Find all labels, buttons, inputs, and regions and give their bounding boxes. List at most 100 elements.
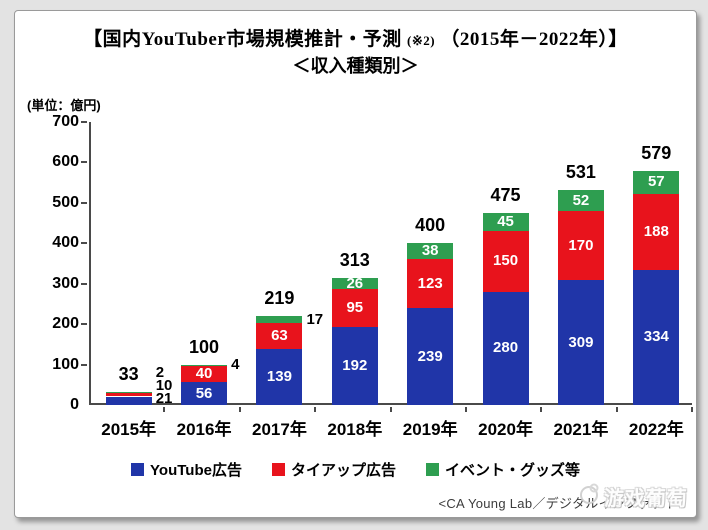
bar-segment bbox=[633, 269, 680, 405]
title-text-years: （2015年－2022年）】 bbox=[440, 29, 628, 50]
legend: YouTube広告 タイアップ広告 イベント・グッズ等 bbox=[15, 459, 696, 480]
x-tick-label: 2021年 bbox=[553, 420, 609, 439]
bar-value-label: 239 bbox=[417, 347, 443, 365]
x-tick-label: 2015年 bbox=[101, 420, 157, 439]
bar-segment bbox=[105, 392, 152, 397]
legend-label: YouTube広告 bbox=[150, 462, 242, 479]
bar-value-label: 139 bbox=[266, 367, 292, 385]
bar-value-label-outside: 4 bbox=[231, 356, 240, 374]
bar-value-label: 40 bbox=[195, 365, 213, 383]
x-tick-mark bbox=[314, 407, 317, 412]
unit-label: (単位：億円) bbox=[27, 98, 101, 113]
title-footnote-marker: (※2) bbox=[407, 33, 436, 48]
y-tick-mark bbox=[81, 363, 87, 366]
y-tick-mark bbox=[81, 121, 87, 123]
bar-segment bbox=[256, 316, 303, 324]
bar-value-label: 52 bbox=[572, 191, 590, 209]
x-tick-mark bbox=[540, 407, 543, 412]
bar-value-label: 56 bbox=[195, 384, 213, 402]
bar-segment bbox=[633, 193, 680, 270]
bar-value-label: 26 bbox=[346, 274, 364, 292]
bar-value-label-outside: 17 bbox=[306, 310, 324, 328]
y-tick-label: 300 bbox=[52, 274, 79, 292]
bar-segment bbox=[331, 327, 378, 405]
bar-value-label: 63 bbox=[271, 327, 288, 345]
legend-label: タイアップ広告 bbox=[290, 462, 396, 479]
y-tick-label: 0 bbox=[70, 396, 79, 413]
watermark-logo-icon bbox=[576, 481, 602, 512]
bar-value-label: 280 bbox=[493, 339, 519, 357]
bar-segment bbox=[256, 323, 303, 349]
bar-value-label: 45 bbox=[497, 213, 514, 231]
y-tick-label: 700 bbox=[52, 113, 79, 130]
bar-segment bbox=[181, 382, 228, 405]
x-tick-label: 2016年 bbox=[176, 420, 232, 439]
y-tick-label: 500 bbox=[52, 193, 79, 211]
bar-segment bbox=[331, 288, 378, 328]
bar-total-label: 579 bbox=[641, 142, 672, 163]
bar-segment bbox=[557, 211, 604, 281]
legend-swatch bbox=[425, 463, 439, 476]
source-credit: <CA Young Lab／デジタルインファクト bbox=[438, 496, 678, 511]
x-tick-mark bbox=[238, 407, 241, 412]
title-text-main: 【国内YouTuber市場規模推計・予測 bbox=[83, 29, 402, 50]
bar-segment bbox=[407, 243, 454, 259]
bar-value-label: 334 bbox=[643, 328, 669, 346]
x-tick-label: 2020年 bbox=[478, 420, 533, 439]
bar-total-label: 400 bbox=[415, 215, 446, 236]
bar-value-label: 150 bbox=[493, 252, 519, 270]
bar-value-label: 123 bbox=[417, 274, 443, 292]
chart-panel: 【国内YouTuber市場規模推計・予測 (※2) （2015年－2022年）】… bbox=[14, 10, 697, 518]
watermark: 游戏葡萄 bbox=[576, 481, 688, 512]
x-tick-mark bbox=[163, 407, 166, 412]
legend-item: YouTube広告 bbox=[131, 459, 242, 480]
x-tick-mark bbox=[691, 407, 693, 412]
bar-value-label: 170 bbox=[568, 236, 594, 254]
bar-value-label-outside: 2 bbox=[155, 364, 165, 381]
bar-value-label-outside: 21 bbox=[155, 390, 173, 407]
bar-segment bbox=[105, 396, 152, 405]
bar-value-label: 309 bbox=[568, 333, 594, 351]
bar-total-label: 531 bbox=[565, 162, 596, 183]
bar-segment bbox=[256, 348, 303, 405]
chart-title: 【国内YouTuber市場規模推計・予測 (※2) （2015年－2022年）】… bbox=[15, 27, 696, 79]
bar-segment bbox=[557, 190, 604, 212]
y-tick-label: 200 bbox=[52, 315, 79, 333]
x-tick-label: 2017年 bbox=[252, 420, 307, 439]
x-tick-label: 2018年 bbox=[327, 420, 383, 439]
x-tick-mark bbox=[389, 407, 392, 412]
y-tick-label: 400 bbox=[52, 234, 79, 252]
bar-segment bbox=[482, 291, 529, 405]
y-tick-label: 600 bbox=[52, 153, 79, 171]
bar-total-label: 313 bbox=[339, 250, 370, 271]
bar-value-label: 192 bbox=[342, 357, 368, 375]
bar-total-label: 33 bbox=[118, 363, 139, 384]
plot-area: 21 10 2 33 2015年 56 40 4 100 2016年 139 63 17 219 2017年… bbox=[89, 122, 692, 439]
bar-value-label: 95 bbox=[346, 299, 364, 317]
chart-subtitle: ＜収入種類別＞ bbox=[292, 56, 419, 76]
bar-value-label: 188 bbox=[643, 222, 669, 240]
bar-segment bbox=[181, 364, 228, 367]
bar-segment bbox=[633, 170, 680, 194]
bar-segment bbox=[105, 391, 152, 393]
y-tick-mark bbox=[81, 242, 87, 245]
bar-value-label: 57 bbox=[647, 173, 665, 191]
y-tick-mark bbox=[81, 161, 87, 164]
legend-item: タイアップ広告 bbox=[271, 459, 396, 480]
bar-total-label: 100 bbox=[189, 336, 220, 357]
bar-value-label: 38 bbox=[421, 241, 439, 259]
bar-segment bbox=[407, 308, 454, 405]
bar-segment bbox=[482, 231, 529, 292]
legend-label: イベント・グッズ等 bbox=[444, 462, 580, 479]
bar-segment bbox=[482, 212, 529, 232]
x-tick-mark bbox=[464, 407, 467, 412]
legend-swatch bbox=[271, 463, 285, 476]
y-tick-mark bbox=[81, 323, 87, 326]
bar-segment bbox=[557, 280, 604, 405]
legend-item: イベント・グッズ等 bbox=[425, 459, 580, 480]
bar-value-label-outside: 10 bbox=[155, 377, 173, 394]
bar-segment bbox=[181, 366, 228, 383]
legend-swatch bbox=[131, 463, 145, 476]
x-tick-mark bbox=[615, 407, 618, 412]
y-tick-mark bbox=[81, 282, 87, 285]
